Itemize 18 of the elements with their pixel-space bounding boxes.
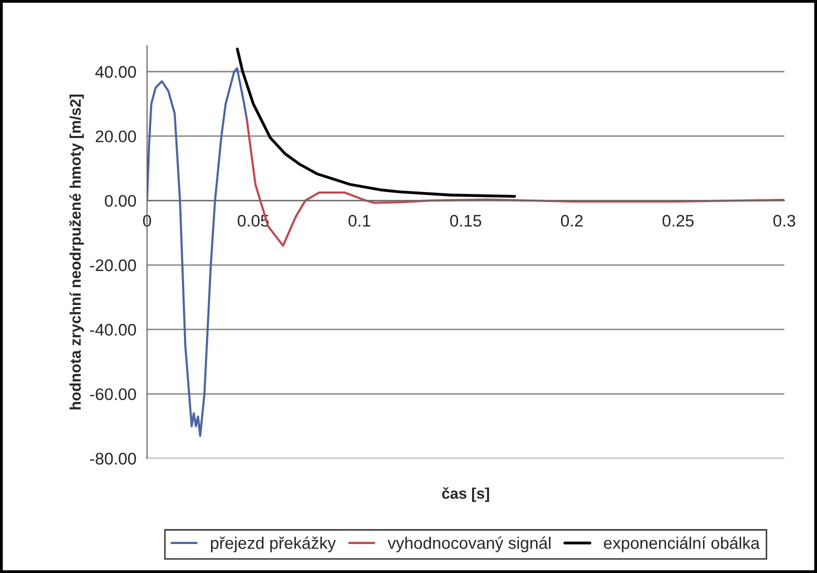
y-tick-label: -60.00 [90, 388, 136, 400]
y-tick-label: 0.00 [104, 194, 136, 207]
legend-label: vyhodnocovaný signál [388, 536, 550, 552]
line-series [236, 48, 516, 198]
y-tick-label: 20.00 [96, 130, 136, 142]
y-tick-label: -80.00 [90, 452, 136, 465]
legend-label: přejezd překážky [210, 536, 336, 552]
y-tick-label: 40.00 [95, 66, 136, 78]
x-tick-label: 0.25 [662, 214, 694, 227]
y-tick-label: -20.00 [90, 259, 136, 272]
legend-label: exponenciální obálka [604, 536, 760, 552]
y-axis-title: hodnota zrychní neodrpužené hmoty [m/s2] [69, 94, 84, 410]
x-tick-label: 0.15 [450, 214, 482, 227]
x-axis-title: čas [s] [442, 487, 490, 502]
x-tick-label: 0.1 [348, 214, 370, 227]
x-tick-label: 0.2 [560, 214, 583, 227]
y-tick-label: -40.00 [90, 324, 136, 336]
x-tick-label: 0.3 [773, 214, 796, 227]
